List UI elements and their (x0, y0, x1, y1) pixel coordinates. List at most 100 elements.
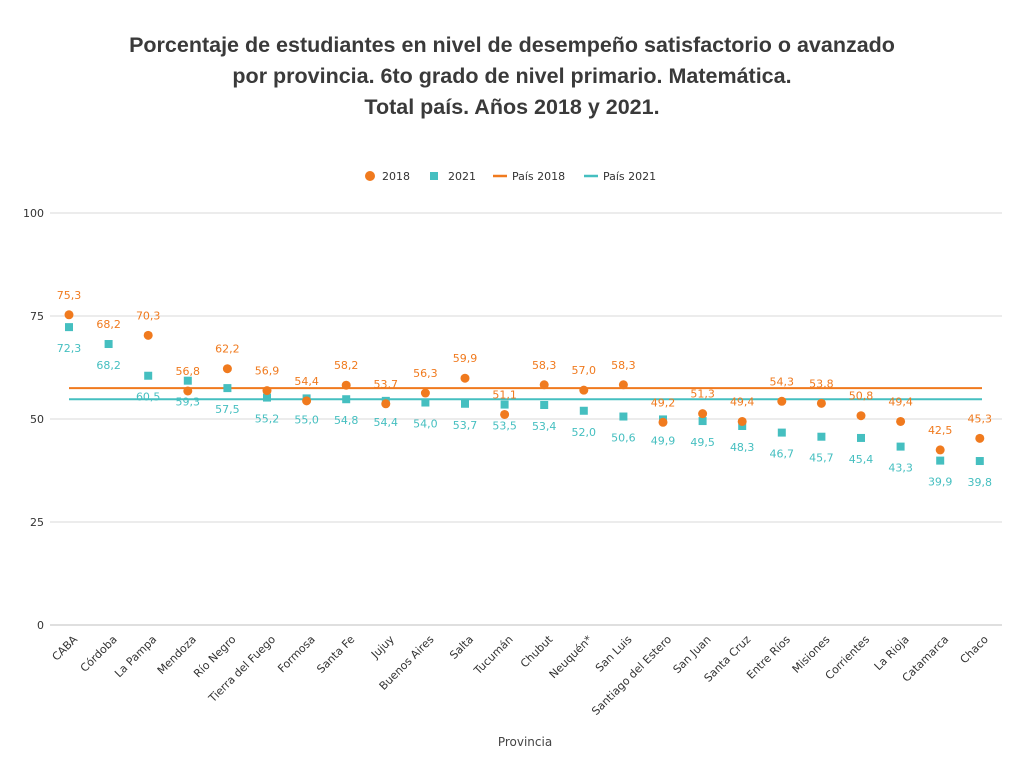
x-category-label: Chaco (958, 633, 992, 667)
data-label-2018: 49,4 (730, 395, 755, 408)
marker-2021 (857, 433, 865, 442)
marker-2021 (619, 412, 628, 421)
data-label-2018: 51,3 (690, 388, 715, 401)
marker-2018 (777, 396, 787, 406)
marker-2021 (540, 400, 549, 409)
data-label-2021: 54,0 (413, 418, 438, 431)
grid-lines (50, 212, 1002, 626)
data-label-2018: 59,9 (453, 352, 478, 365)
data-label-2021: 46,7 (770, 448, 795, 461)
marker-2018 (420, 388, 430, 398)
x-category-label: La Rioja (872, 633, 912, 673)
y-tick-label: 25 (30, 516, 44, 529)
y-tick-label: 50 (30, 413, 44, 426)
x-category-label: Neuquén* (547, 633, 596, 682)
data-label-2018: 42,5 (928, 424, 953, 437)
marker-2018 (737, 416, 747, 426)
data-label-2018: 58,3 (532, 359, 557, 372)
marker-2021 (500, 400, 509, 409)
marker-2021 (936, 456, 945, 465)
data-markers (64, 310, 985, 466)
marker-2021 (579, 406, 588, 415)
data-label-2021: 54,4 (374, 416, 399, 429)
data-label-2018: 50,8 (849, 390, 874, 403)
data-label-2021: 48,3 (730, 441, 755, 454)
marker-2018 (302, 396, 312, 406)
marker-2018 (698, 409, 708, 419)
x-category-label: Tierra del Fuego (205, 633, 278, 706)
reference-lines (69, 387, 982, 401)
x-category-label: CABA (50, 633, 81, 664)
marker-2018 (341, 380, 351, 390)
data-label-2018: 58,2 (334, 359, 359, 372)
x-category-label: Formosa (275, 633, 317, 675)
marker-2018 (618, 380, 628, 390)
data-label-2018: 49,4 (888, 395, 913, 408)
legend-pais-2018-label: País 2018 (512, 170, 565, 183)
data-label-2018: 58,3 (611, 359, 636, 372)
marker-2018 (64, 310, 74, 320)
chart-title-line-1: Porcentaje de estudiantes en nivel de de… (129, 33, 895, 57)
legend-2021-label: 2021 (448, 170, 476, 183)
marker-2021 (263, 393, 271, 402)
data-label-2018: 45,3 (968, 412, 993, 425)
data-label-2018: 56,3 (413, 367, 438, 380)
marker-2021 (104, 340, 113, 349)
data-label-2021: 60,5 (136, 391, 161, 404)
data-label-2018: 70,3 (136, 309, 161, 322)
marker-2018 (381, 399, 391, 409)
data-label-2021: 53,7 (453, 419, 478, 432)
data-label-2021: 52,0 (572, 426, 597, 439)
marker-2021 (461, 399, 469, 408)
chart-title-line-2: por provincia. 6to grado de nivel primar… (232, 64, 792, 88)
data-label-2018: 56,9 (255, 365, 280, 378)
x-category-label: Jujuy (368, 633, 397, 662)
marker-2018 (935, 445, 945, 455)
data-label-2021: 45,4 (849, 453, 874, 466)
marker-2018 (896, 416, 906, 426)
data-label-2021: 45,7 (809, 452, 834, 465)
data-label-2021: 54,8 (334, 414, 359, 427)
x-category-label: Entre Ríos (744, 633, 793, 682)
marker-2018 (816, 398, 826, 408)
marker-2021 (817, 432, 826, 441)
marker-2018 (222, 364, 232, 374)
marker-2021 (421, 398, 430, 407)
data-label-2021: 53,5 (492, 420, 517, 433)
marker-2021 (698, 417, 707, 426)
data-label-2018: 68,2 (96, 318, 121, 331)
x-category-label: Salta (447, 633, 476, 662)
marker-2018 (143, 330, 153, 340)
marker-2018 (539, 380, 549, 390)
x-category-label: Santiago del Estero (589, 633, 674, 718)
data-label-2021: 49,5 (690, 436, 715, 449)
data-labels: 75,3 68,2 70,3 56,8 62,2 56,9 54,4 58,2 53,7 56,3… (57, 289, 992, 489)
y-axis-ticks: 0 25 50 75 100 (23, 207, 44, 632)
data-label-2021: 57,5 (215, 403, 240, 416)
marker-2018 (262, 386, 272, 396)
data-label-2021: 49,9 (651, 434, 676, 447)
chart-title-line-3: Total país. Años 2018 y 2021. (364, 95, 660, 119)
data-label-2018: 53,7 (374, 378, 399, 391)
x-category-label: La Pampa (112, 633, 159, 680)
marker-2018 (500, 409, 510, 419)
marker-2018 (579, 385, 589, 395)
x-category-label: Chubut (518, 632, 556, 670)
data-label-2021: 55,0 (294, 413, 319, 426)
legend-2018-circle-icon (365, 171, 375, 181)
marker-2021 (183, 376, 192, 385)
legend-pais-2021-label: País 2021 (603, 170, 656, 183)
legend: 2018 2021 País 2018 País 2021 (365, 170, 656, 183)
data-label-2018: 53,8 (809, 377, 834, 390)
marker-2021 (342, 395, 351, 404)
marker-2021 (223, 384, 232, 393)
y-tick-label: 100 (23, 207, 44, 220)
data-label-2018: 51,1 (492, 388, 517, 401)
x-category-label: Santa Fe (314, 633, 357, 676)
marker-2021 (738, 422, 747, 431)
marker-2021 (975, 457, 984, 466)
marker-2018 (856, 411, 866, 421)
marker-2018 (975, 433, 985, 443)
